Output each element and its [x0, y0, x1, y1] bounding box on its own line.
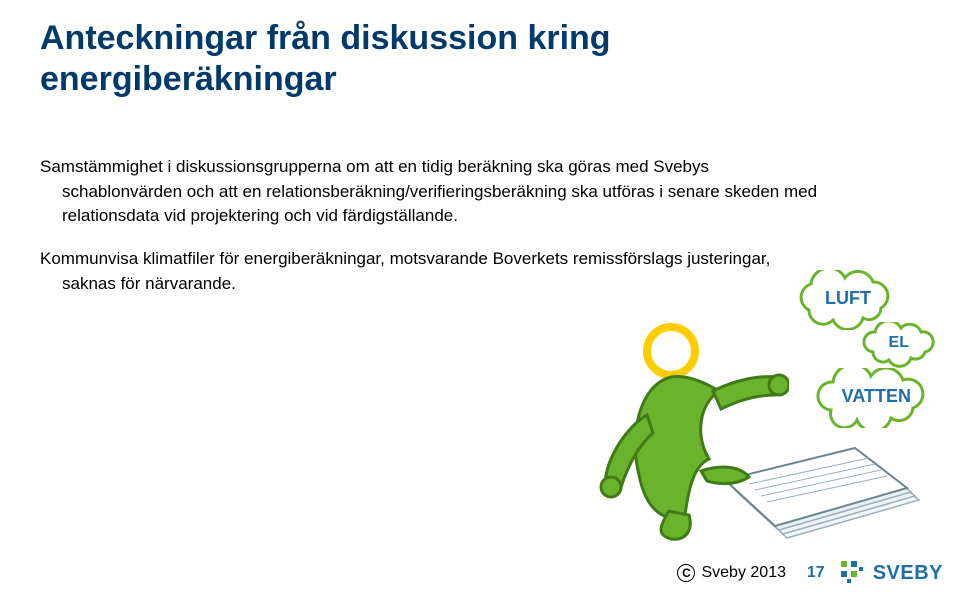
sveby-logo: SVEBY: [839, 559, 943, 587]
cloud-label-luft: LUFT: [825, 288, 871, 309]
logo-text: SVEBY: [873, 562, 943, 585]
copyright-text: Sveby 2013: [701, 564, 786, 582]
illustration-group: LUFT EL VATTEN: [599, 270, 939, 550]
slide-title: Anteckningar från diskussion kring energ…: [40, 18, 800, 100]
copyright-icon: C: [677, 564, 695, 582]
paragraph-1: Samstämmighet i diskussionsgrupperna om …: [40, 155, 820, 229]
cloud-label-el: EL: [889, 334, 909, 352]
logo-dots-icon: [839, 559, 867, 587]
title-text: Anteckningar från diskussion kring energ…: [40, 19, 611, 98]
cloud-label-vatten: VATTEN: [842, 386, 911, 407]
page-number: 17: [807, 564, 825, 582]
footer: C Sveby 2013 17 SVEBY: [0, 554, 959, 600]
slide-root: Anteckningar från diskussion kring energ…: [0, 0, 959, 600]
person-icon: [599, 315, 789, 545]
footer-copyright: C Sveby 2013 17: [677, 564, 824, 582]
